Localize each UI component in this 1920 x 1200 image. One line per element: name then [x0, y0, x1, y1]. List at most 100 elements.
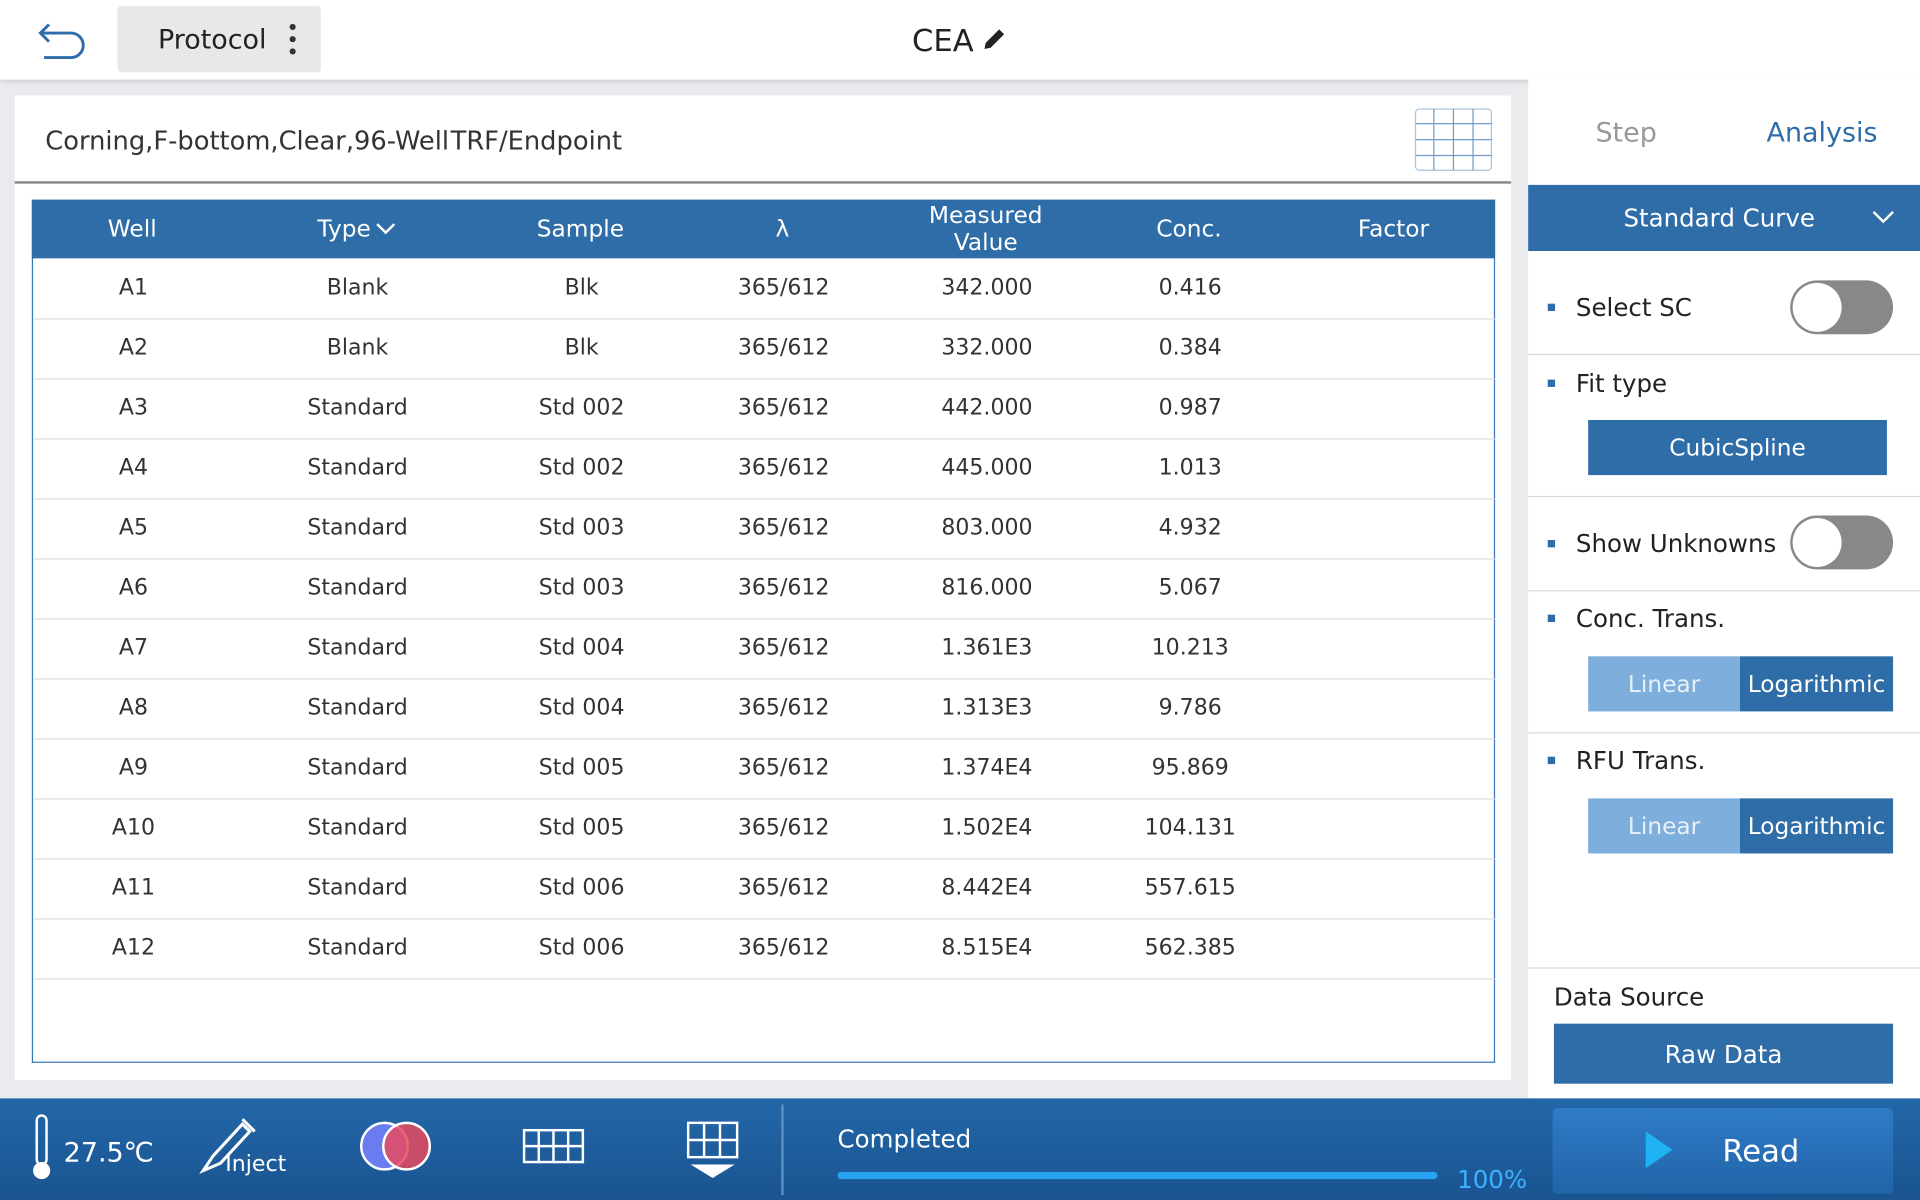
table-row: A2 Blank Blk 365/612 332.000 0.384	[33, 318, 1497, 380]
table-cell: Std 004	[538, 694, 625, 721]
table-cell: Std 005	[538, 814, 625, 841]
table-cell: Standard	[307, 934, 408, 961]
read-label[interactable]: Read	[1722, 1133, 1800, 1169]
column-header: Measured Value	[928, 202, 1043, 256]
data-source-button[interactable]: Raw Data	[1553, 1023, 1894, 1084]
table-cell: 365/612	[737, 694, 830, 721]
table-cell: 365/612	[737, 454, 830, 481]
table-cell: 365/612	[737, 814, 830, 841]
select-sc-label: Select SC	[1575, 292, 1692, 323]
back-button[interactable]	[37, 17, 91, 64]
protocol-button[interactable]	[117, 6, 321, 73]
table-cell: 803.000	[941, 514, 1033, 541]
fit-type-button[interactable]: CubicSpline	[1588, 420, 1887, 476]
table-cell: Blank	[326, 334, 389, 361]
bullet	[1547, 756, 1556, 765]
column-header[interactable]: Type	[317, 215, 371, 243]
separator	[1528, 353, 1920, 356]
table-cell: 9.786	[1158, 694, 1222, 721]
progress-bar	[837, 1171, 1438, 1180]
table-row: A12 Standard Std 006 365/612 8.515E4 562.385	[33, 918, 1497, 980]
table-cell: Blk	[564, 274, 599, 301]
show-unknowns-toggle[interactable]	[1790, 515, 1894, 570]
select-sc-toggle[interactable]	[1790, 280, 1894, 335]
tab-analysis[interactable]: Analysis	[1766, 118, 1878, 149]
title: CEA	[912, 22, 974, 59]
table-cell: 365/612	[737, 634, 830, 661]
temperature: 27.5℃	[63, 1138, 154, 1169]
table-row: A6 Standard Std 003 365/612 816.000 5.067	[33, 558, 1497, 620]
kebab-icon[interactable]	[287, 22, 299, 59]
progress-label: 100%	[1457, 1164, 1528, 1194]
read-button[interactable]	[1552, 1108, 1894, 1194]
table-row: A5 Standard Std 003 365/612 803.000 4.932	[33, 498, 1497, 560]
table-cell: 1.361E3	[941, 634, 1033, 661]
plate-grid-icon[interactable]	[1414, 108, 1493, 172]
table-cell: Std 005	[538, 754, 625, 781]
table-cell: 5.067	[1158, 574, 1222, 601]
table-cell: 342.000	[941, 274, 1033, 301]
table-cell: Standard	[307, 814, 408, 841]
table-cell: 8.515E4	[941, 934, 1033, 961]
table-cell: 1.313E3	[941, 694, 1033, 721]
table-cell: 365/612	[737, 274, 830, 301]
table-cell: Standard	[307, 454, 408, 481]
section-label[interactable]: Standard Curve	[1623, 203, 1815, 233]
table-cell: 332.000	[941, 334, 1033, 361]
status-text: Completed	[837, 1124, 972, 1154]
rfu-linear-button[interactable]: Linear	[1588, 798, 1741, 854]
separator	[1528, 495, 1920, 498]
column-header: Sample	[536, 215, 625, 243]
table-cell: Std 003	[538, 574, 625, 601]
data-source-value[interactable]: Raw Data	[1664, 1038, 1783, 1069]
play-icon[interactable]	[1643, 1129, 1675, 1171]
section-dropdown[interactable]	[1528, 184, 1920, 252]
column-header: λ	[775, 215, 790, 243]
linear-label[interactable]: Linear	[1627, 670, 1701, 698]
table-cell: 365/612	[737, 334, 830, 361]
filter-icon[interactable]	[358, 1119, 436, 1173]
table-cell: 1.013	[1158, 454, 1222, 481]
linear-label[interactable]: Linear	[1627, 812, 1701, 840]
edit-icon[interactable]	[981, 26, 1008, 53]
log-label[interactable]: Logarithmic	[1747, 670, 1886, 698]
fit-type-value[interactable]: CubicSpline	[1669, 434, 1806, 462]
inject-label[interactable]: Inject	[225, 1151, 287, 1178]
data-source-label: Data Source	[1553, 982, 1705, 1012]
separator	[1528, 590, 1920, 592]
rfu-log-button[interactable]: Logarithmic	[1740, 798, 1894, 854]
conc-linear-button[interactable]: Linear	[1588, 656, 1741, 712]
tab-step[interactable]: Step	[1595, 118, 1657, 149]
table-cell: 365/612	[737, 394, 830, 421]
column-header: Conc.	[1156, 215, 1222, 243]
table-cell: 0.384	[1158, 334, 1222, 361]
plate-out-icon[interactable]	[683, 1119, 742, 1180]
plate-card	[14, 95, 1512, 1081]
inject-icon[interactable]	[196, 1112, 257, 1179]
shake-icon[interactable]	[512, 1127, 595, 1166]
table-cell: 445.000	[941, 454, 1033, 481]
chevron-icon[interactable]	[1871, 208, 1895, 225]
table-cell: Std 004	[538, 634, 625, 661]
column-header: Well	[107, 215, 157, 243]
table-cell: 8.442E4	[941, 874, 1033, 901]
conc-log-button[interactable]: Logarithmic	[1740, 656, 1894, 712]
separator	[1528, 732, 1920, 734]
read-mode: TRF/Endpoint	[450, 126, 623, 156]
conc-trans-label: Conc. Trans.	[1575, 603, 1726, 634]
plate-type: Corning,F-bottom,Clear,96-Well	[45, 126, 450, 156]
table-cell: A4	[118, 454, 149, 481]
table-cell: Standard	[307, 754, 408, 781]
sort-icon[interactable]	[375, 222, 397, 237]
table-cell: Standard	[307, 634, 408, 661]
log-label[interactable]: Logarithmic	[1747, 812, 1886, 840]
table-cell: Std 002	[538, 454, 625, 481]
table-cell: Standard	[307, 514, 408, 541]
table-cell: 95.869	[1151, 754, 1229, 781]
table-cell: A2	[118, 334, 149, 361]
table-cell: 0.416	[1158, 274, 1222, 301]
table-cell: Standard	[307, 394, 408, 421]
table-cell: Std 006	[538, 874, 625, 901]
table-cell: A11	[111, 874, 156, 901]
protocol-label[interactable]: Protocol	[157, 25, 267, 56]
